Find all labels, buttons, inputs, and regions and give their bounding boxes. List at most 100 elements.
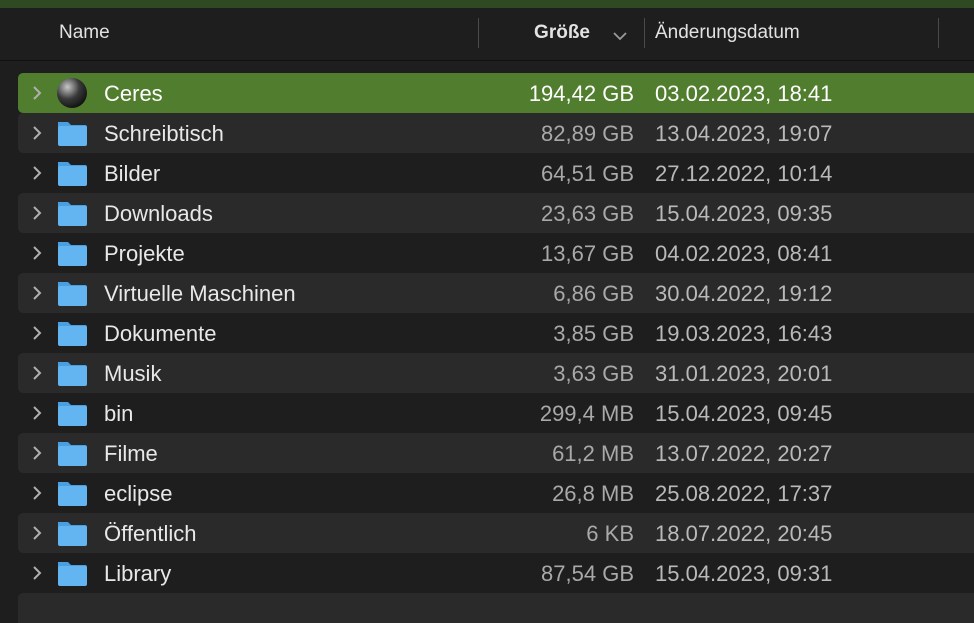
disclosure[interactable] bbox=[33, 86, 42, 100]
file-name: bin bbox=[104, 401, 134, 426]
folder-icon bbox=[58, 402, 87, 426]
file-name: Projekte bbox=[104, 241, 185, 266]
disclosure[interactable] bbox=[33, 126, 42, 140]
disclosure[interactable] bbox=[33, 166, 42, 180]
disclosure[interactable] bbox=[33, 246, 42, 260]
file-size: 13,67 GB bbox=[541, 241, 634, 266]
file-name: Bilder bbox=[104, 161, 161, 186]
disclosure[interactable] bbox=[33, 446, 42, 460]
folder-icon bbox=[58, 242, 87, 266]
modified-date: 30.04.2022, 19:12 bbox=[655, 281, 833, 306]
row-icons bbox=[33, 522, 87, 546]
size-column[interactable]: Größe bbox=[534, 22, 590, 43]
disclosure[interactable] bbox=[33, 486, 42, 500]
row-icons bbox=[33, 78, 87, 108]
file-name: eclipse bbox=[104, 481, 173, 506]
disk-icon bbox=[57, 78, 87, 108]
separator bbox=[478, 18, 479, 48]
row-icons bbox=[33, 322, 87, 346]
file-size: 299,4 MB bbox=[539, 401, 634, 426]
row-icons bbox=[33, 562, 87, 586]
disclosure[interactable] bbox=[33, 566, 42, 580]
row-icons bbox=[33, 442, 87, 466]
modified-date: 15.04.2023, 09:31 bbox=[655, 561, 833, 586]
file-name: Library bbox=[104, 561, 172, 586]
file-size: 194,42 GB bbox=[528, 81, 634, 106]
modified-date: 13.04.2023, 19:07 bbox=[655, 121, 833, 146]
file-row[interactable]: Musik 3,63 GB 31.01.2023, 20:01 bbox=[18, 353, 974, 393]
folder-icon bbox=[58, 482, 87, 506]
file-name: Ceres bbox=[104, 81, 163, 106]
row-icons bbox=[33, 202, 87, 226]
file-row[interactable]: Ceres 194,42 GB 03.02.2023, 18:41 bbox=[18, 73, 974, 113]
file-size: 6 KB bbox=[586, 521, 634, 546]
folder-icon bbox=[58, 122, 87, 146]
modified-date: 25.08.2022, 17:37 bbox=[655, 481, 833, 506]
modified-date: 13.07.2022, 20:27 bbox=[655, 441, 833, 466]
folder-icon bbox=[58, 282, 87, 306]
file-row[interactable]: Virtuelle Maschinen 6,86 GB 30.04.2022, 19… bbox=[18, 273, 974, 313]
disclosure[interactable] bbox=[33, 206, 42, 220]
disclosure[interactable] bbox=[33, 366, 42, 380]
modified-date: 19.03.2023, 16:43 bbox=[655, 321, 833, 346]
file-row[interactable]: eclipse 26,8 MB 25.08.2022, 17:37 bbox=[18, 473, 974, 513]
file-size: 3,63 GB bbox=[553, 361, 634, 386]
row-icons bbox=[33, 362, 87, 386]
file-size: 3,85 GB bbox=[553, 321, 634, 346]
file-size: 6,86 GB bbox=[553, 281, 634, 306]
row-icons bbox=[33, 162, 87, 186]
file-row[interactable]: Library 87,54 GB 15.04.2023, 09:31 bbox=[18, 553, 974, 593]
modified-date: 27.12.2022, 10:14 bbox=[655, 161, 833, 186]
column-header: Name Größe Änderungsdatum bbox=[0, 8, 974, 61]
folder-icon bbox=[58, 442, 87, 466]
sort-indicator bbox=[613, 32, 627, 41]
file-name: Musik bbox=[104, 361, 162, 386]
row-icons bbox=[33, 122, 87, 146]
folder-icon bbox=[58, 322, 87, 346]
row-icons bbox=[33, 402, 87, 426]
file-row[interactable]: Schreibtisch 82,89 GB 13.04.2023, 19:07 bbox=[18, 113, 974, 153]
modified-date: 31.01.2023, 20:01 bbox=[655, 361, 833, 386]
file-size: 26,8 MB bbox=[552, 481, 634, 506]
modified-date: 03.02.2023, 18:41 bbox=[655, 81, 833, 106]
file-name: Öffentlich bbox=[104, 521, 197, 546]
file-row[interactable]: Dokumente 3,85 GB 19.03.2023, 16:43 bbox=[18, 313, 974, 353]
disclosure[interactable] bbox=[33, 286, 42, 300]
folder-icon bbox=[58, 562, 87, 586]
folder-icon bbox=[58, 522, 87, 546]
separator bbox=[938, 18, 939, 48]
file-name: Schreibtisch bbox=[104, 121, 224, 146]
file-name: Virtuelle Maschinen bbox=[104, 281, 296, 306]
file-size: 23,63 GB bbox=[541, 201, 634, 226]
file-row[interactable]: Projekte 13,67 GB 04.02.2023, 08:41 bbox=[18, 233, 974, 273]
file-row[interactable]: Downloads 23,63 GB 15.04.2023, 09:35 bbox=[18, 193, 974, 233]
toolbar-edge bbox=[0, 0, 974, 8]
file-size: 61,2 MB bbox=[552, 441, 634, 466]
file-row[interactable]: Öffentlich 6 KB 18.07.2022, 20:45 bbox=[18, 513, 974, 553]
disclosure[interactable] bbox=[33, 406, 42, 420]
separator bbox=[644, 18, 645, 48]
folder-icon bbox=[58, 162, 87, 186]
file-name: Filme bbox=[104, 441, 158, 466]
file-name: Dokumente bbox=[104, 321, 217, 346]
file-row[interactable]: bin 299,4 MB 15.04.2023, 09:45 bbox=[18, 393, 974, 433]
name-column[interactable]: Name bbox=[59, 22, 110, 43]
row-icons bbox=[33, 242, 87, 266]
file-row[interactable]: Filme 61,2 MB 13.07.2022, 20:27 bbox=[18, 433, 974, 473]
empty-row bbox=[18, 593, 974, 623]
disclosure[interactable] bbox=[33, 326, 42, 340]
file-name: Downloads bbox=[104, 201, 213, 226]
modified-date: 04.02.2023, 08:41 bbox=[655, 241, 833, 266]
file-size: 87,54 GB bbox=[541, 561, 634, 586]
file-size: 82,89 GB bbox=[541, 121, 634, 146]
row-icons bbox=[33, 282, 87, 306]
disclosure[interactable] bbox=[33, 526, 42, 540]
file-size: 64,51 GB bbox=[541, 161, 634, 186]
date-column[interactable]: Änderungsdatum bbox=[655, 22, 800, 43]
modified-date: 15.04.2023, 09:35 bbox=[655, 201, 833, 226]
folder-icon bbox=[58, 202, 87, 226]
modified-date: 18.07.2022, 20:45 bbox=[655, 521, 833, 546]
file-row[interactable]: Bilder 64,51 GB 27.12.2022, 10:14 bbox=[18, 153, 974, 193]
modified-date: 15.04.2023, 09:45 bbox=[655, 401, 833, 426]
